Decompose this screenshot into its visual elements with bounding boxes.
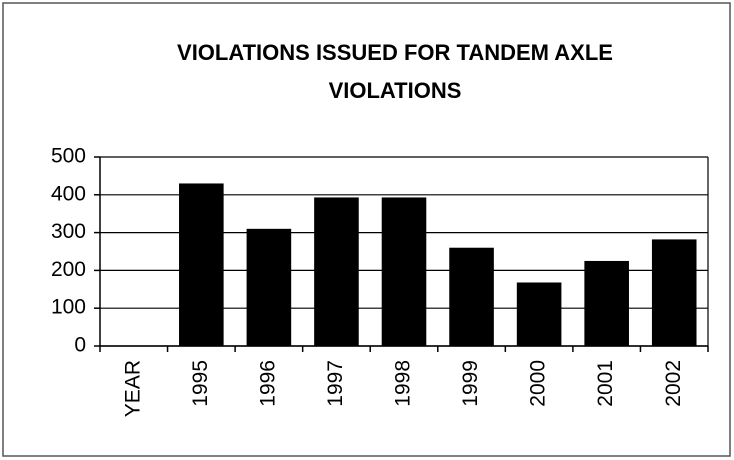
bar [516,282,562,346]
bar [314,197,359,346]
x-tick-label: 2002 [662,360,685,407]
y-tick-label: 300 [51,220,86,243]
x-tick-label: 1995 [189,360,212,407]
x-tick-label: 1998 [392,360,415,407]
bar [449,247,494,346]
y-tick-label: 400 [51,182,86,205]
x-tick-label: YEAR [121,360,144,417]
x-tick-label: 1996 [256,360,279,407]
x-tick-label: 1997 [324,360,347,407]
bar [651,239,697,346]
x-tick-label: 2001 [594,360,617,407]
y-tick-label: 100 [51,296,86,319]
y-tick-label: 0 [74,334,86,357]
bar [246,228,292,346]
bar [584,260,629,346]
y-tick-label: 500 [51,145,86,168]
x-tick-label: 2000 [527,360,550,407]
chart-title: VIOLATIONS ISSUED FOR TANDEM AXLE VIOLAT… [177,40,613,103]
bar [381,197,427,346]
x-tick-label: 1999 [459,360,482,407]
bar [179,183,224,346]
y-tick-label: 200 [51,258,86,281]
